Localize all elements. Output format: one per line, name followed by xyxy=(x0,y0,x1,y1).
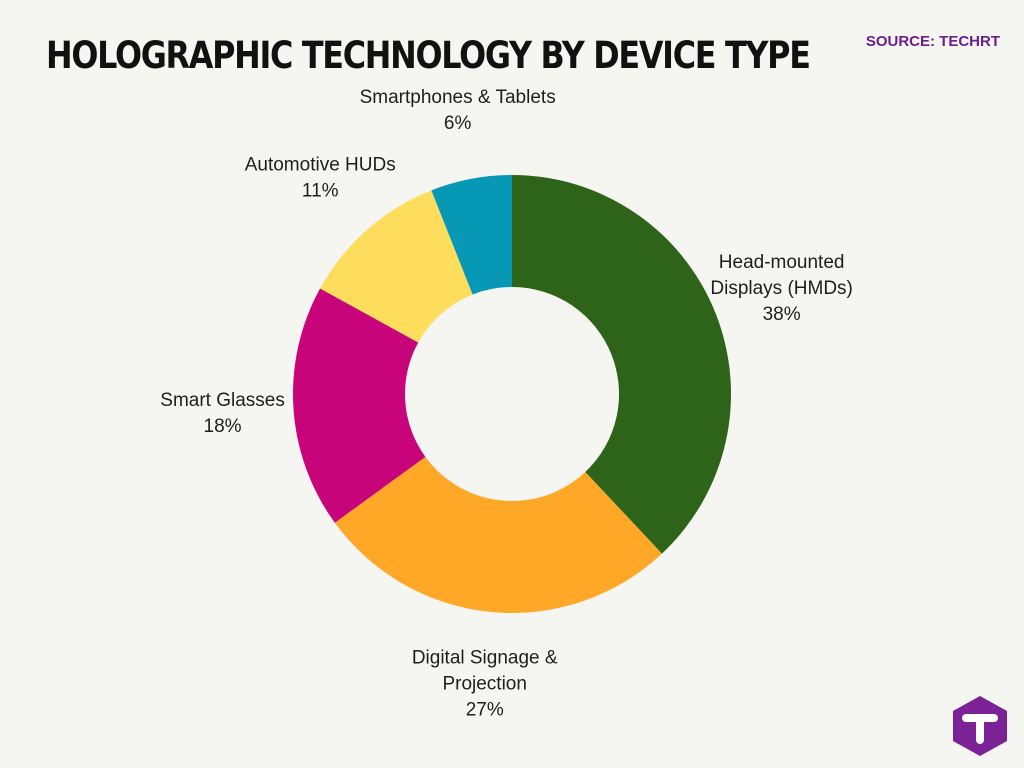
slice-category-label: Head-mounted xyxy=(719,252,845,273)
slice-category-label: Smart Glasses xyxy=(160,390,285,411)
slice-value-label: 18% xyxy=(204,416,242,437)
slice-category-label: Automotive HUDs xyxy=(245,154,396,175)
slice-labels: Head-mounted Displays (HMDs) 38% Digital Si… xyxy=(160,87,853,721)
label-automotive-huds: Automotive HUDs 11% xyxy=(245,154,396,201)
slice-head-mounted-displays-hmds xyxy=(512,175,731,554)
chart-title: HOLOGRAPHIC TECHNOLOGY BY DEVICE TYPE xyxy=(46,34,811,77)
techrt-logo-icon xyxy=(953,696,1007,756)
slice-value-label: 6% xyxy=(444,113,472,134)
slice-category-label: Digital Signage & xyxy=(412,648,558,669)
slice-value-label: 27% xyxy=(466,700,504,721)
slice-digital-signage-projection xyxy=(334,456,662,613)
slice-value-label: 11% xyxy=(302,180,339,201)
slice-automotive-huds xyxy=(320,190,473,343)
slice-category-label: Smartphones & Tablets xyxy=(360,87,556,108)
slice-category-label: Projection xyxy=(442,674,527,695)
donut-slices xyxy=(292,175,731,613)
slice-smart-glasses xyxy=(292,288,426,523)
source-label: SOURCE: TECHRT xyxy=(865,33,1000,50)
slice-category-label: Displays (HMDs) xyxy=(710,278,853,299)
label-head-mounted-displays-hmds: Head-mounted Displays (HMDs) 38% xyxy=(710,252,853,325)
label-smart-glasses: Smart Glasses 18% xyxy=(160,390,285,437)
label-digital-signage-projection: Digital Signage & Projection 27% xyxy=(412,648,558,721)
label-smartphones-tablets: Smartphones & Tablets 6% xyxy=(360,87,556,134)
slice-value-label: 38% xyxy=(763,304,801,325)
slice-smartphones-tablets xyxy=(431,175,512,295)
